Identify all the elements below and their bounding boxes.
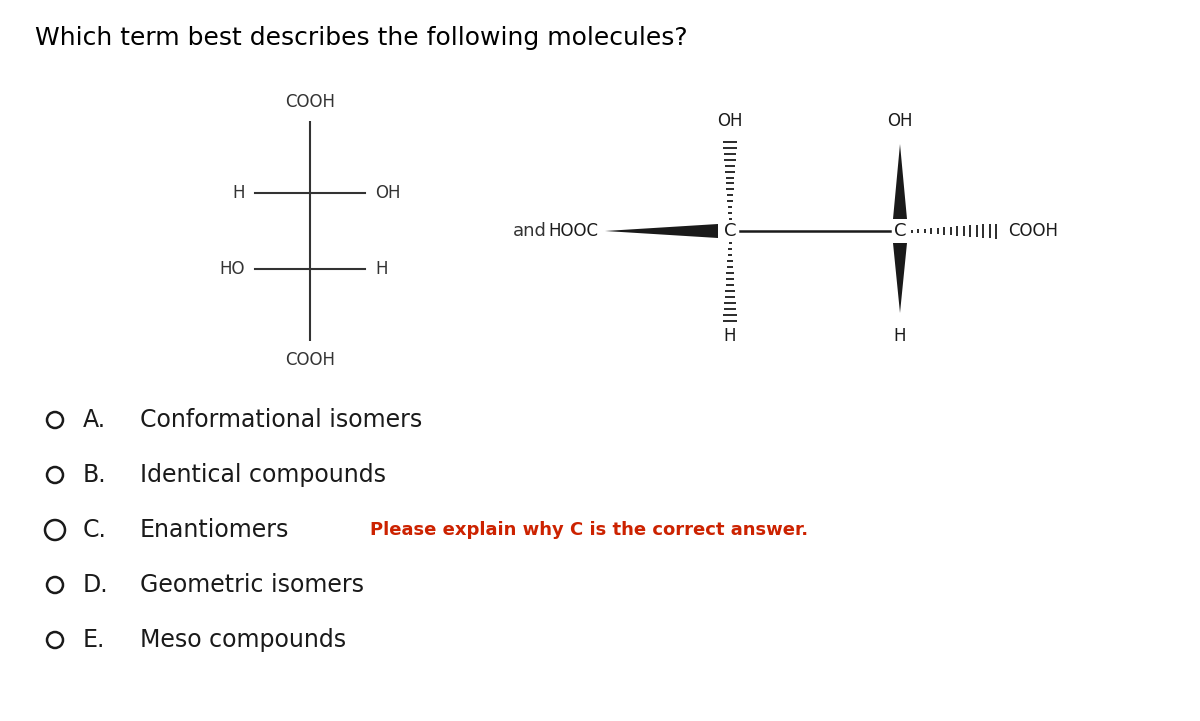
- Text: B.: B.: [83, 463, 107, 487]
- Text: OH: OH: [718, 112, 743, 130]
- Text: H: H: [724, 327, 737, 345]
- Text: H: H: [894, 327, 906, 345]
- Text: COOH: COOH: [286, 351, 335, 369]
- Text: A.: A.: [83, 408, 106, 432]
- Text: E.: E.: [83, 628, 106, 652]
- Text: C.: C.: [83, 518, 107, 542]
- Text: H: H: [233, 184, 245, 202]
- Text: Please explain why C is the correct answer.: Please explain why C is the correct answ…: [370, 521, 808, 539]
- Text: Meso compounds: Meso compounds: [140, 628, 346, 652]
- Text: Which term best describes the following molecules?: Which term best describes the following …: [35, 26, 688, 50]
- Text: D.: D.: [83, 573, 109, 597]
- Text: Enantiomers: Enantiomers: [140, 518, 289, 542]
- Text: HOOC: HOOC: [548, 222, 598, 240]
- Text: Identical compounds: Identical compounds: [140, 463, 386, 487]
- Text: C: C: [894, 222, 906, 240]
- Text: Conformational isomers: Conformational isomers: [140, 408, 422, 432]
- Text: Geometric isomers: Geometric isomers: [140, 573, 364, 597]
- Text: COOH: COOH: [286, 93, 335, 111]
- Text: OH: OH: [374, 184, 401, 202]
- Polygon shape: [893, 144, 907, 219]
- Text: H: H: [374, 260, 388, 278]
- Text: COOH: COOH: [1008, 222, 1058, 240]
- Text: HO: HO: [220, 260, 245, 278]
- Polygon shape: [893, 243, 907, 313]
- Text: and: and: [514, 222, 547, 240]
- Text: C: C: [724, 222, 737, 240]
- Text: OH: OH: [887, 112, 913, 130]
- Polygon shape: [605, 224, 718, 238]
